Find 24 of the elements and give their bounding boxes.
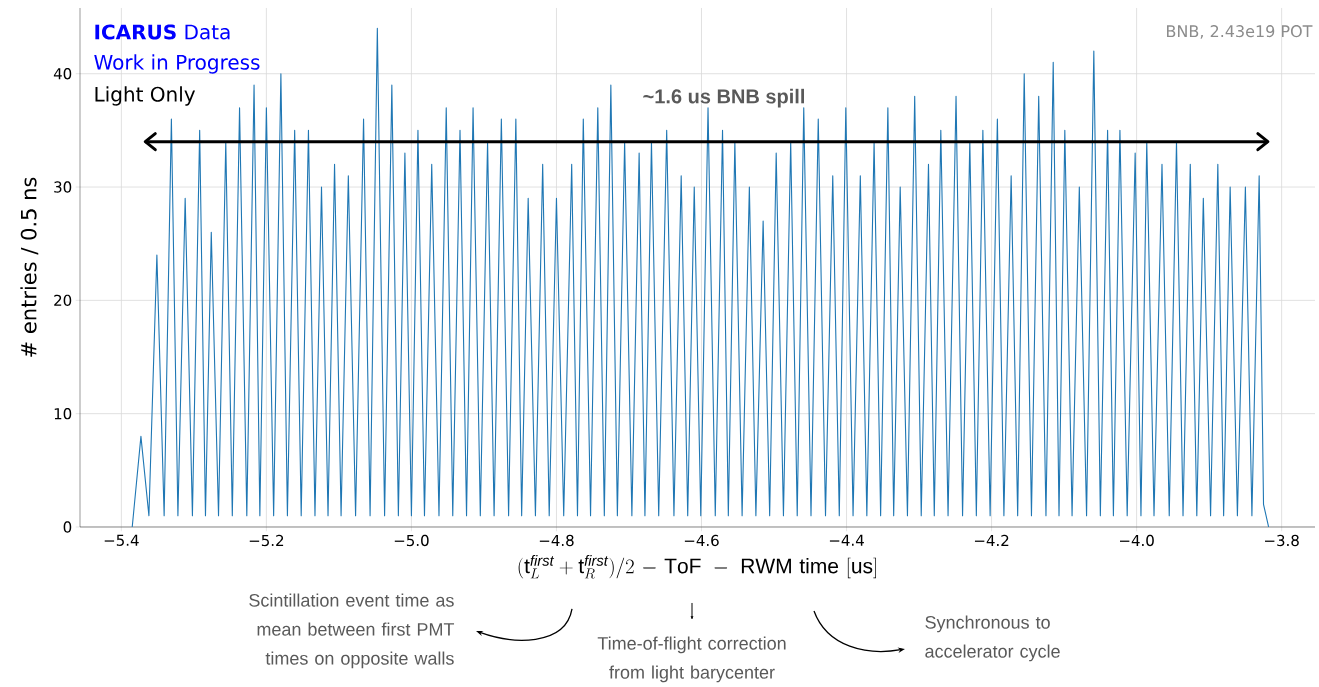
annotation: Light Only xyxy=(95,86,196,106)
x-tick-label: −5.0 xyxy=(394,534,429,547)
x-tick-label: −4.6 xyxy=(684,534,719,547)
x-tick-label: −5.2 xyxy=(249,534,284,547)
x-tick-label: −4.0 xyxy=(1119,534,1154,547)
x-tick-label: −4.8 xyxy=(539,534,574,547)
y-tick-label: 20 xyxy=(54,294,72,307)
y-tick-label: 40 xyxy=(53,68,72,80)
x-axis-title: $(\mathrm{t}^{\mathit{first}}_{L}+\mathrm{t}^{\mathit{first}}_{R})/2\mathrm{\ -\ ToF\ -\ RWM\ time\ [us]}$ xyxy=(518,555,877,579)
text: Scintillation event time as mean between first PMT times on opposite walls xyxy=(249,593,455,669)
annotation: BNB, 2.43e19 POT xyxy=(1167,25,1313,39)
x-tick-label: −3.8 xyxy=(1265,534,1299,547)
y-axis-title: # entries / 0.5 ns xyxy=(20,177,39,357)
x-tick-label: −4.2 xyxy=(974,534,1009,546)
x-tick-label: −4.4 xyxy=(829,534,864,546)
annotation: Work in Progress xyxy=(94,54,260,74)
y-tick-label: 0 xyxy=(63,521,72,533)
y-tick-label: 30 xyxy=(54,181,72,193)
annotation: ICARUS Data xyxy=(95,24,230,40)
x-tick-label: −5.4 xyxy=(104,534,139,546)
annotation: ~1.6 us BNB spill xyxy=(643,88,804,108)
text: Time-of-flight correction from light barycenter xyxy=(597,636,786,683)
y-tick-label: 10 xyxy=(54,407,72,420)
text: Synchronous to accelerator cycle xyxy=(925,615,1060,662)
